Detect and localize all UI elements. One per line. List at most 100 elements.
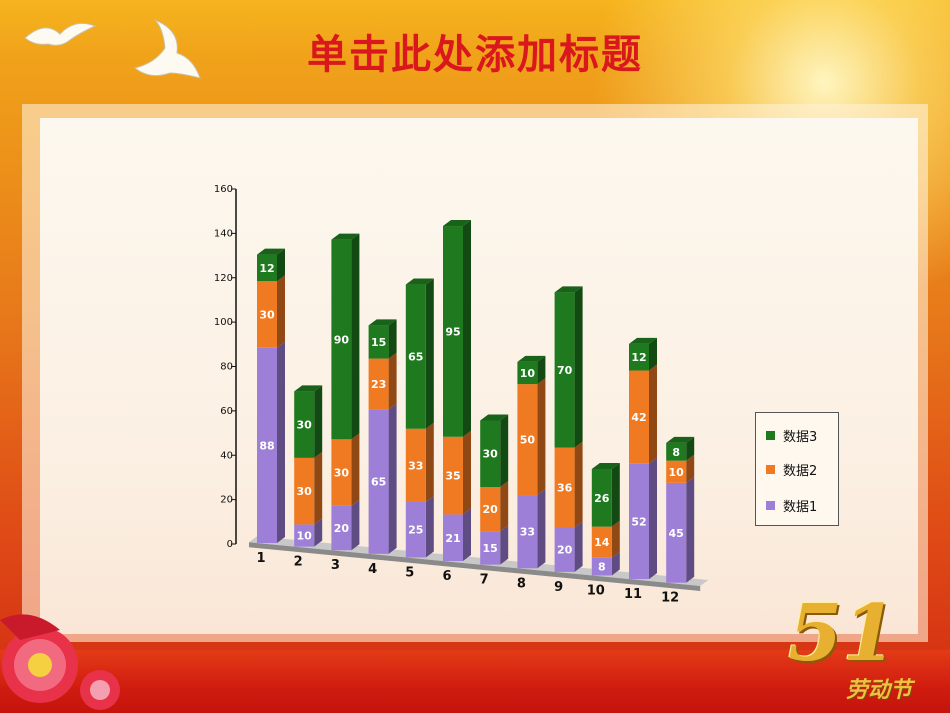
bar-segment[interactable]: 12	[629, 337, 657, 371]
bar-segment[interactable]: 33	[517, 489, 546, 569]
bar-segment[interactable]: 70	[554, 286, 583, 448]
bar-front	[257, 281, 277, 348]
bar-segment[interactable]: 90	[331, 233, 360, 440]
y-tick-label: 140	[214, 228, 233, 239]
bar-segment[interactable]: 35	[443, 430, 471, 515]
data-label: 15	[483, 542, 498, 555]
data-label: 70	[557, 364, 573, 377]
bar-side	[388, 319, 397, 359]
bar-segment[interactable]: 95	[443, 220, 471, 437]
slide-title[interactable]: 单击此处添加标题	[307, 32, 643, 78]
data-label: 20	[483, 503, 499, 516]
x-tick-label: 4	[368, 562, 377, 577]
bar-segment[interactable]: 30	[257, 275, 285, 348]
data-label: 52	[631, 515, 646, 528]
bar-segment[interactable]: 20	[480, 481, 509, 532]
data-label: 36	[557, 482, 573, 495]
bar-segment[interactable]: 30	[294, 385, 323, 458]
bar-front	[554, 292, 575, 448]
bar-segment[interactable]: 10	[517, 355, 546, 385]
legend-label: 数据2	[783, 463, 818, 479]
data-label: 42	[631, 411, 646, 424]
bar-segment[interactable]: 65	[368, 403, 397, 554]
bar-segment[interactable]: 42	[629, 364, 657, 464]
bottom-band	[0, 650, 950, 713]
y-tick-label: 100	[214, 317, 233, 328]
y-tick-label: 160	[214, 184, 233, 195]
data-label: 10	[297, 530, 313, 543]
bar-top	[405, 278, 434, 285]
bar-segment[interactable]: 15	[480, 525, 509, 565]
bar-segment[interactable]: 26	[591, 462, 620, 527]
bar-segment[interactable]: 14	[591, 520, 620, 558]
bar-front	[443, 226, 463, 437]
bar-segment[interactable]: 8	[591, 551, 620, 576]
bar-side	[277, 275, 285, 348]
data-label: 21	[445, 532, 460, 545]
bar-front	[368, 358, 389, 410]
flower-decoration-icon	[0, 614, 120, 710]
data-label: 14	[594, 536, 610, 549]
bar-segment[interactable]: 50	[517, 378, 546, 496]
bar-front	[591, 468, 612, 527]
bar-side	[611, 462, 620, 527]
bar-front	[629, 343, 649, 371]
data-label: 30	[334, 467, 350, 480]
bar-front	[591, 557, 612, 576]
bar-front	[666, 482, 687, 583]
bar-segment[interactable]: 45	[666, 476, 695, 583]
bar-top	[554, 286, 583, 293]
bar-front	[554, 447, 575, 528]
data-label: 65	[371, 476, 386, 489]
bar-segment[interactable]: 65	[405, 278, 434, 429]
bar-segment[interactable]: 21	[443, 508, 471, 562]
bar-segment[interactable]: 30	[331, 433, 360, 506]
legend[interactable]: 数据3 数据2 数据1	[755, 412, 839, 526]
x-tick-label: 10	[587, 583, 605, 598]
bar-segment[interactable]: 8	[666, 436, 695, 461]
bar-segment[interactable]: 52	[629, 457, 657, 580]
bar-segment[interactable]: 36	[554, 441, 583, 528]
data-label: 25	[408, 524, 423, 537]
bar-segment[interactable]: 20	[331, 499, 360, 551]
bar-segment[interactable]: 88	[257, 341, 285, 544]
bar-top	[480, 414, 509, 421]
bar-side	[314, 451, 323, 525]
bar-segment[interactable]: 10	[294, 518, 323, 547]
bar-segment[interactable]: 15	[368, 319, 397, 359]
bar-side	[574, 286, 583, 448]
data-label: 50	[520, 434, 536, 447]
bar-segment[interactable]: 20	[554, 521, 583, 572]
bar-top	[368, 319, 397, 326]
bar-top	[591, 462, 620, 469]
bar-segment[interactable]: 25	[405, 495, 434, 558]
legend-label: 数据3	[783, 429, 818, 445]
data-label: 26	[594, 492, 610, 505]
bar-segment[interactable]: 12	[257, 248, 285, 282]
bar-front	[629, 463, 649, 580]
bar-front	[368, 409, 389, 554]
data-label: 20	[334, 522, 350, 535]
bar-front	[666, 460, 687, 483]
bar-side	[425, 278, 434, 429]
bar-segment[interactable]: 10	[666, 454, 695, 483]
bar-segment[interactable]: 33	[405, 422, 434, 502]
bar-front	[480, 531, 501, 565]
bar-segment[interactable]: 30	[294, 451, 323, 525]
badge-text: 劳动节	[846, 678, 913, 703]
bar-side	[388, 352, 397, 410]
data-label: 90	[334, 333, 350, 346]
x-tick-label: 8	[517, 576, 526, 591]
bar-side	[314, 385, 323, 458]
y-tick-label: 40	[220, 450, 233, 461]
bars: 8830121030302030906523152533652135951520…	[257, 220, 695, 583]
bar-segment[interactable]: 23	[368, 352, 397, 410]
legend-item-series2[interactable]: 数据2	[766, 461, 818, 479]
data-label: 15	[371, 336, 386, 349]
legend-item-series1[interactable]: 数据1	[766, 497, 817, 515]
legend-item-series3[interactable]: 数据3	[766, 427, 818, 445]
x-tick-label: 9	[554, 580, 563, 595]
bar-segment[interactable]: 30	[480, 414, 509, 488]
bar-side	[611, 551, 620, 576]
